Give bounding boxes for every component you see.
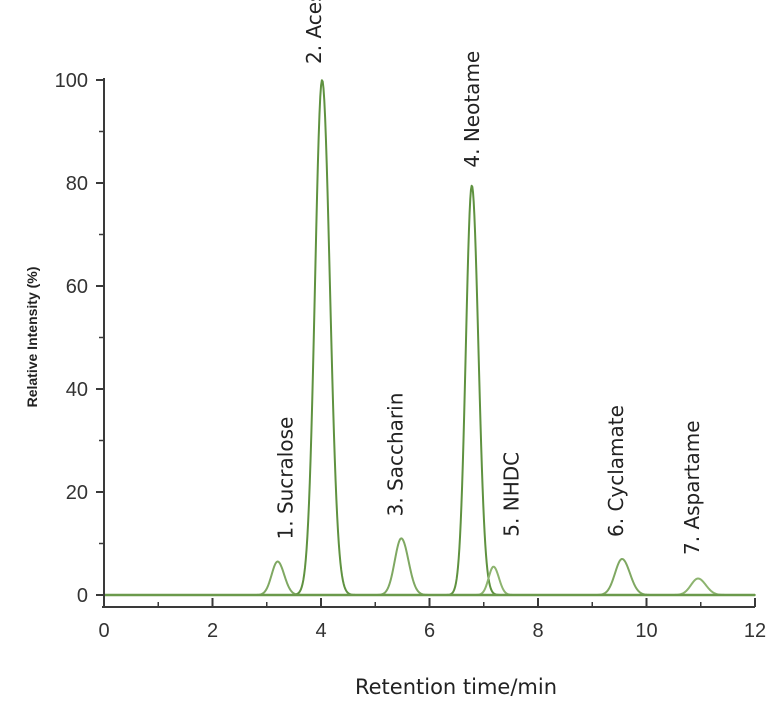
peak-trace-5 — [458, 565, 539, 596]
peak-labels: 1. Sucralose 2. Acesulfame K 3. Saccharin 4… — [274, 0, 704, 555]
peak-trace-1 — [234, 560, 333, 596]
peak-label-5: 5. NHDC — [500, 452, 524, 537]
x-tick-label: 12 — [744, 620, 766, 642]
x-tick-label: 6 — [424, 620, 435, 642]
y-tick-label: 0 — [77, 585, 88, 607]
peak-label-7: 7. Aspartame — [680, 420, 704, 555]
y-tick-label: 100 — [55, 70, 88, 92]
y-tick-label: 20 — [66, 482, 88, 504]
peak-traces — [104, 79, 756, 597]
peak-trace-6 — [571, 557, 687, 596]
peak-trace-7 — [647, 577, 756, 596]
x-tick-label: 8 — [532, 620, 543, 642]
x-tick-label: 10 — [635, 620, 657, 642]
peak-label-6: 6. Cyclamate — [604, 405, 628, 537]
x-tick-label: 2 — [207, 620, 218, 642]
peak-label-2: 2. Acesulfame K — [302, 0, 326, 64]
y-tick-label: 80 — [66, 173, 88, 195]
tick-labels: 0 20 40 60 80 100 0 2 4 6 8 10 12 — [55, 70, 767, 642]
peak-label-4: 4. Neotame — [460, 51, 484, 168]
y-axis-title: Relative Intensity (%) — [24, 267, 40, 408]
y-tick-label: 40 — [66, 379, 88, 401]
y-tick-label: 60 — [66, 276, 88, 298]
peak-trace-3 — [354, 537, 461, 596]
x-tick-label: 0 — [98, 620, 109, 642]
peak-label-1: 1. Sucralose — [274, 417, 298, 540]
axes — [102, 78, 755, 608]
tick-marks — [96, 79, 756, 607]
peak-label-3: 3. Saccharin — [383, 393, 407, 517]
x-axis-title: Retention time/min — [355, 675, 557, 699]
x-tick-label: 4 — [315, 620, 326, 642]
